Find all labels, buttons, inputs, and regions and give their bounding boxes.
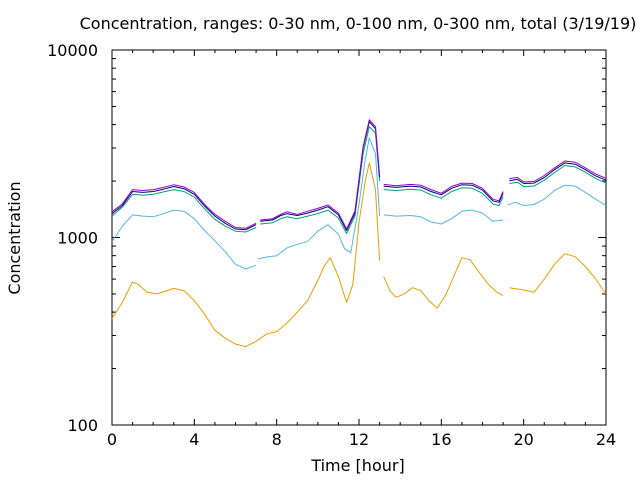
y-tick-label: 10000 — [47, 41, 98, 60]
series-2-line — [507, 184, 607, 207]
series-3-line — [509, 165, 607, 187]
series-1-line — [383, 257, 504, 309]
plot-frame — [111, 49, 607, 426]
y-axis-title: Concentration — [5, 181, 24, 294]
series-2-line — [111, 209, 257, 270]
x-tick-label: 4 — [189, 430, 199, 449]
x-tick-label: 0 — [107, 430, 117, 449]
series-4-line — [260, 121, 381, 231]
x-tick-label: 12 — [349, 430, 369, 449]
x-tick-label: 16 — [431, 430, 451, 449]
series-3-line — [260, 126, 381, 234]
series-4-line — [383, 184, 504, 203]
series-5-line — [260, 119, 381, 230]
series-3-line — [111, 189, 257, 233]
series-4-line — [111, 186, 257, 231]
series-layer — [111, 119, 607, 348]
series-1-line — [509, 253, 607, 295]
x-tick-label: 20 — [513, 430, 533, 449]
series-2-line — [383, 209, 504, 225]
y-tick-label: 1000 — [57, 229, 98, 248]
x-axis-title: Time [hour] — [310, 456, 404, 475]
series-3-line — [383, 187, 504, 207]
x-tick-label: 24 — [596, 430, 616, 449]
series-5-line — [383, 182, 504, 202]
chart-title: Concentration, ranges: 0-30 nm, 0-100 nm… — [80, 14, 637, 33]
series-5-line — [509, 160, 607, 183]
x-axis: 0 4 8 12 16 20 24 — [107, 50, 616, 449]
series-2-line — [258, 137, 381, 260]
y-axis: 100 1000 10000 — [47, 41, 606, 435]
x-tick-label: 8 — [272, 430, 282, 449]
series-4-line — [509, 162, 607, 184]
series-5-line — [111, 184, 257, 229]
series-1-line — [111, 162, 381, 348]
y-tick-label: 100 — [67, 416, 98, 435]
